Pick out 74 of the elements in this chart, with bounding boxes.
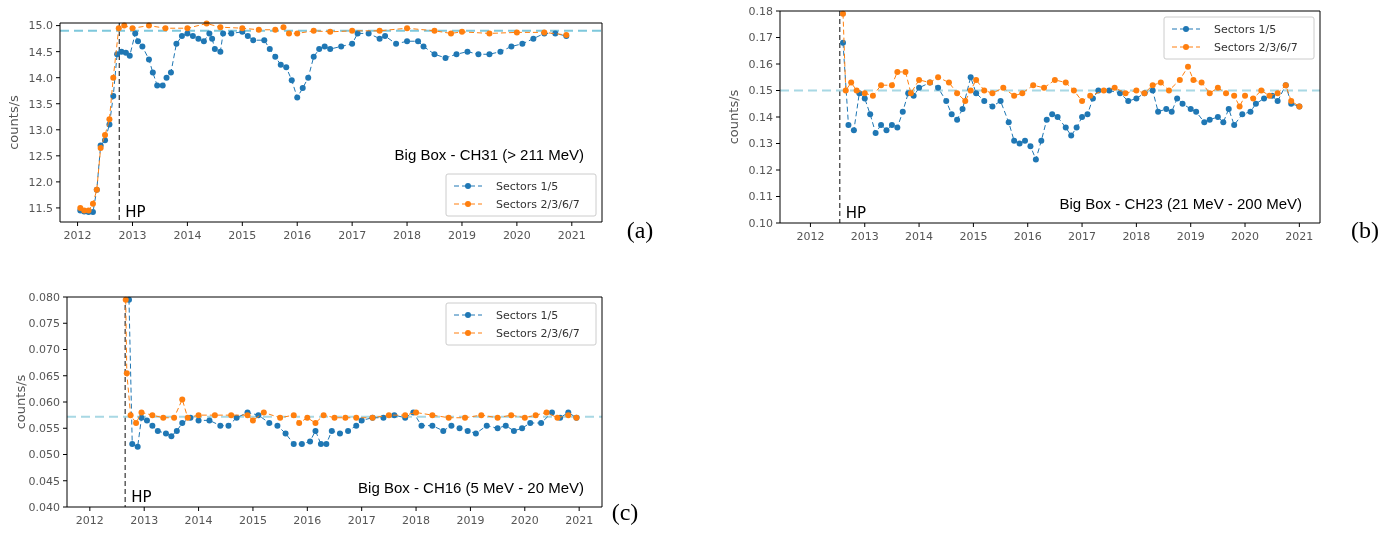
y-tick-label: 0.045 [28, 474, 60, 488]
x-tick-label: 2012 [63, 229, 92, 242]
y-tick-label: 12.5 [28, 149, 53, 163]
annotation: Big Box - CH23 (21 MeV - 200 MeV) [1059, 195, 1302, 212]
legend-label: Sectors 1/5 [496, 308, 559, 322]
ref-line-label: HP [845, 204, 867, 222]
x-tick-label: 2018 [1122, 230, 1151, 243]
x-tick-label: 2015 [959, 230, 988, 243]
y-axis-title: counts/s [6, 94, 21, 150]
text: (a) [626, 217, 654, 243]
y-tick-label: 0.11 [748, 190, 773, 204]
x-tick-label: 2012 [75, 514, 104, 527]
x-tick-label: 2017 [347, 514, 376, 527]
x-tick-label: 2019 [447, 229, 476, 242]
y-tick-label: 0.10 [748, 216, 773, 230]
x-tick-label: 2018 [393, 229, 422, 242]
text: (c) [611, 499, 639, 525]
y-tick-label: 0.065 [28, 369, 60, 383]
x-tick-label: 2014 [184, 514, 213, 527]
y-tick-label: 0.075 [28, 317, 60, 331]
y-tick-label: 0.050 [28, 448, 60, 462]
ref-line-label: HP [131, 488, 152, 506]
x-tick-label: 2015 [238, 514, 267, 527]
legend-label: Sectors 2/3/6/7 [496, 326, 580, 340]
y-tick-label: 0.15 [748, 84, 773, 98]
x-tick-label: 2021 [557, 229, 586, 242]
x-tick-label: 2013 [850, 230, 879, 243]
x-tick-label: 2016 [1013, 230, 1042, 243]
y-tick-label: 11.5 [28, 201, 53, 215]
y-tick-label: 14.5 [28, 45, 53, 59]
annotation: Big Box - CH16 (5 MeV - 20 MeV) [358, 479, 584, 496]
y-tick-label: 0.16 [748, 57, 773, 71]
x-tick-label: 2014 [905, 230, 934, 243]
y-tick-label: 0.13 [748, 137, 773, 151]
x-tick-label: 2014 [173, 229, 202, 242]
x-tick-label: 2016 [283, 229, 312, 242]
x-tick-label: 2013 [130, 514, 159, 527]
x-tick-label: 2019 [1176, 230, 1205, 243]
y-tick-label: 14.0 [28, 71, 53, 85]
y-tick-label: 12.0 [28, 175, 53, 189]
x-tick-label: 2021 [1285, 230, 1314, 243]
annotation: Big Box - CH31 (> 211 MeV) [394, 146, 584, 163]
x-tick-label: 2019 [456, 514, 485, 527]
y-tick-label: 0.14 [748, 110, 773, 124]
y-tick-label: 13.0 [28, 123, 53, 137]
y-tick-label: 0.18 [748, 4, 773, 18]
legend-label: Sectors 2/3/6/7 [1214, 40, 1298, 54]
x-tick-label: 2015 [228, 229, 257, 242]
x-tick-label: 2017 [338, 229, 367, 242]
x-tick-label: 2016 [293, 514, 322, 527]
y-axis-title: counts/s [726, 89, 741, 145]
y-tick-label: 15.0 [28, 19, 53, 33]
y-tick-label: 0.055 [28, 422, 60, 436]
x-tick-label: 2018 [402, 514, 431, 527]
legend-label: Sectors 2/3/6/7 [496, 197, 580, 211]
x-tick-label: 2017 [1068, 230, 1097, 243]
y-tick-label: 0.060 [28, 395, 60, 409]
y-tick-label: 13.5 [28, 97, 53, 111]
y-tick-label: 0.040 [28, 500, 60, 514]
x-tick-label: 2012 [796, 230, 825, 243]
y-tick-label: 0.070 [28, 343, 60, 357]
x-tick-label: 2013 [118, 229, 147, 242]
y-axis-title: counts/s [13, 374, 28, 430]
text: (b) [1351, 217, 1379, 243]
legend-label: Sectors 1/5 [1214, 22, 1277, 36]
ref-line-label: HP [125, 203, 146, 221]
x-tick-label: 2021 [565, 514, 594, 527]
x-tick-label: 2020 [1231, 230, 1260, 243]
x-tick-label: 2020 [502, 229, 531, 242]
y-tick-label: 0.080 [28, 290, 60, 304]
legend-label: Sectors 1/5 [496, 179, 559, 193]
y-tick-label: 0.12 [748, 163, 773, 177]
x-tick-label: 2020 [510, 514, 539, 527]
y-tick-label: 0.17 [748, 31, 773, 45]
